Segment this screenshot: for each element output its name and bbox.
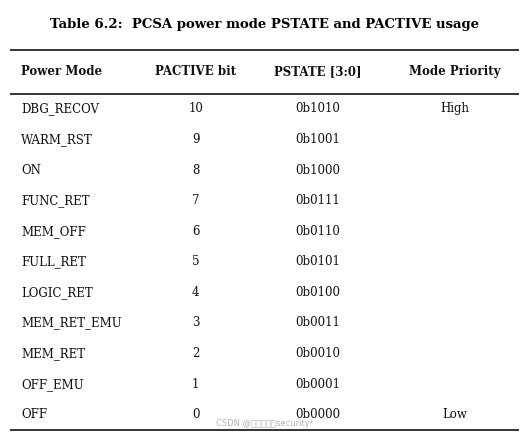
- Text: 3: 3: [192, 317, 199, 329]
- Text: 9: 9: [192, 133, 199, 146]
- Text: FUNC_RET: FUNC_RET: [21, 194, 90, 207]
- Text: 0: 0: [192, 408, 199, 421]
- Text: Low: Low: [442, 408, 468, 421]
- Text: CSDN @安全二次方security²: CSDN @安全二次方security²: [216, 419, 313, 428]
- Text: FULL_RET: FULL_RET: [21, 255, 86, 269]
- Text: Table 6.2:  PCSA power mode PSTATE and PACTIVE usage: Table 6.2: PCSA power mode PSTATE and PA…: [50, 18, 479, 31]
- Text: PSTATE [3:0]: PSTATE [3:0]: [273, 65, 361, 78]
- Text: 0b0000: 0b0000: [295, 408, 340, 421]
- Text: Mode Priority: Mode Priority: [409, 65, 500, 78]
- Text: 2: 2: [192, 347, 199, 360]
- Text: 0b0001: 0b0001: [295, 377, 340, 391]
- Text: 0b0011: 0b0011: [295, 317, 340, 329]
- Text: 5: 5: [192, 255, 199, 269]
- Text: MEM_OFF: MEM_OFF: [21, 225, 86, 238]
- Text: MEM_RET: MEM_RET: [21, 347, 85, 360]
- Text: 0b0101: 0b0101: [295, 255, 340, 269]
- Text: 10: 10: [188, 102, 203, 116]
- Text: 4: 4: [192, 286, 199, 299]
- Text: Power Mode: Power Mode: [21, 65, 102, 78]
- Text: 0b1001: 0b1001: [295, 133, 340, 146]
- Text: 0b0010: 0b0010: [295, 347, 340, 360]
- Text: OFF_EMU: OFF_EMU: [21, 377, 84, 391]
- Text: 8: 8: [192, 164, 199, 177]
- Text: LOGIC_RET: LOGIC_RET: [21, 286, 93, 299]
- Text: WARM_RST: WARM_RST: [21, 133, 93, 146]
- Text: PACTIVE bit: PACTIVE bit: [155, 65, 236, 78]
- Text: OFF: OFF: [21, 408, 47, 421]
- Text: 0b0100: 0b0100: [295, 286, 340, 299]
- Text: 1: 1: [192, 377, 199, 391]
- Text: 7: 7: [192, 194, 199, 207]
- Text: ON: ON: [21, 164, 41, 177]
- Text: MEM_RET_EMU: MEM_RET_EMU: [21, 317, 122, 329]
- Text: DBG_RECOV: DBG_RECOV: [21, 102, 99, 116]
- Text: 6: 6: [192, 225, 199, 238]
- Text: 0b0110: 0b0110: [295, 225, 340, 238]
- Text: High: High: [441, 102, 469, 116]
- Text: 0b0111: 0b0111: [295, 194, 340, 207]
- Text: 0b1000: 0b1000: [295, 164, 340, 177]
- Text: 0b1010: 0b1010: [295, 102, 340, 116]
